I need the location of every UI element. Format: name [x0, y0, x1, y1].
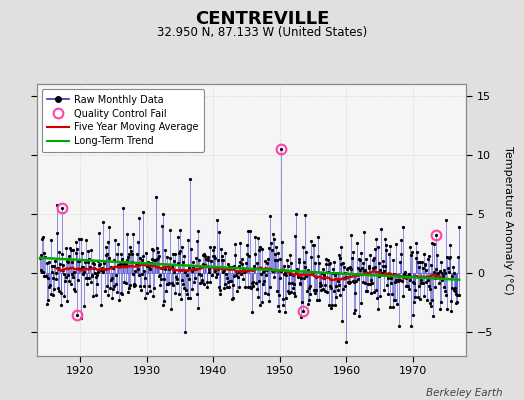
- Text: CENTREVILLE: CENTREVILLE: [195, 10, 329, 28]
- Y-axis label: Temperature Anomaly (°C): Temperature Anomaly (°C): [503, 146, 512, 294]
- Text: Berkeley Earth: Berkeley Earth: [427, 388, 503, 398]
- Legend: Raw Monthly Data, Quality Control Fail, Five Year Moving Average, Long-Term Tren: Raw Monthly Data, Quality Control Fail, …: [41, 89, 204, 152]
- Text: 32.950 N, 87.133 W (United States): 32.950 N, 87.133 W (United States): [157, 26, 367, 39]
